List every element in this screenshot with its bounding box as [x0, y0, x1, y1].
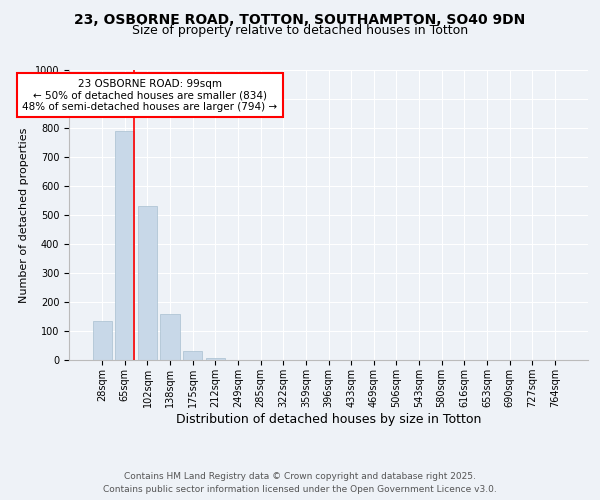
Text: 23, OSBORNE ROAD, TOTTON, SOUTHAMPTON, SO40 9DN: 23, OSBORNE ROAD, TOTTON, SOUTHAMPTON, S…	[74, 12, 526, 26]
Bar	[92, 321, 112, 360]
Text: Size of property relative to detached houses in Totton: Size of property relative to detached ho…	[132, 24, 468, 37]
Bar	[115, 131, 134, 360]
Text: 23 OSBORNE ROAD: 99sqm
← 50% of detached houses are smaller (834)
48% of semi-de: 23 OSBORNE ROAD: 99sqm ← 50% of detached…	[22, 78, 277, 112]
Bar	[138, 206, 157, 360]
X-axis label: Distribution of detached houses by size in Totton: Distribution of detached houses by size …	[176, 412, 481, 426]
Text: Contains HM Land Registry data © Crown copyright and database right 2025.
Contai: Contains HM Land Registry data © Crown c…	[103, 472, 497, 494]
Bar	[183, 352, 202, 360]
Bar	[160, 314, 180, 360]
Bar	[206, 358, 225, 360]
Y-axis label: Number of detached properties: Number of detached properties	[19, 128, 29, 302]
